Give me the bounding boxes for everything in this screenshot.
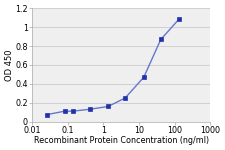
Y-axis label: OD 450: OD 450 [5, 49, 14, 81]
X-axis label: Recombinant Protein Concentration (ng/ml): Recombinant Protein Concentration (ng/ml… [34, 136, 209, 145]
